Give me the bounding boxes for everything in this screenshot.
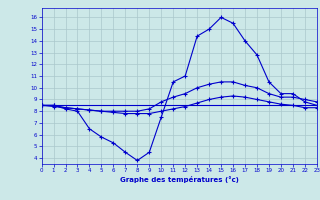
X-axis label: Graphe des températures (°c): Graphe des températures (°c) bbox=[120, 176, 239, 183]
